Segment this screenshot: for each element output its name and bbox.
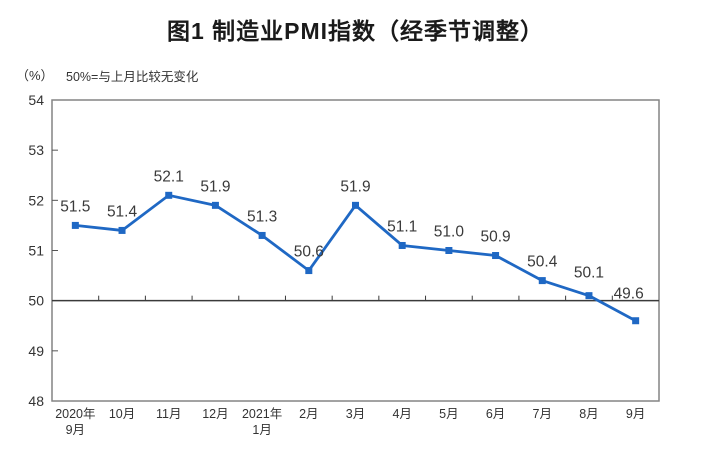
x-axis-label: 9月	[626, 407, 645, 421]
x-axis-label: 2月	[299, 407, 318, 421]
data-point-marker	[398, 241, 406, 249]
data-point-marker	[445, 247, 453, 254]
x-axis-label: 1月	[252, 423, 271, 437]
data-value-label: 51.1	[387, 218, 417, 235]
data-value-label: 51.9	[200, 178, 230, 195]
x-axis-label: 8月	[579, 407, 598, 421]
data-value-label: 52.1	[154, 168, 184, 185]
data-point-marker	[118, 226, 126, 234]
data-point-marker	[538, 277, 546, 285]
x-axis-label: 5月	[439, 407, 458, 421]
x-axis-label: 9月	[66, 423, 85, 437]
data-value-label: 51.0	[434, 224, 465, 241]
x-axis-label: 10月	[109, 407, 135, 421]
data-value-label: 50.4	[527, 254, 558, 271]
data-value-label: 51.3	[247, 208, 277, 225]
data-value-label: 50.9	[480, 229, 510, 246]
data-point-marker	[492, 252, 500, 260]
y-axis-label: 53	[28, 142, 44, 158]
reference-line-note: 50%=与上月比较无变化	[66, 70, 199, 84]
data-value-label: 49.6	[614, 286, 644, 303]
data-value-label: 50.6	[294, 244, 324, 261]
plot-border	[51, 99, 660, 402]
data-value-label: 51.9	[340, 178, 370, 195]
y-axis-label: 51	[28, 243, 44, 259]
y-axis-unit-label: （%）	[16, 68, 54, 83]
chart-title: 图1 制造业PMI指数（经季节调整）	[166, 18, 545, 44]
x-axis-label: 7月	[533, 407, 552, 421]
y-axis-label: 52	[28, 192, 44, 208]
data-point-marker	[258, 231, 266, 239]
data-value-label: 50.1	[574, 265, 604, 282]
data-point-marker	[305, 267, 313, 275]
y-axis-label: 50	[28, 293, 44, 309]
x-axis-label: 3月	[346, 407, 365, 421]
data-value-label: 51.5	[60, 198, 90, 215]
data-value-label: 51.4	[107, 203, 138, 220]
x-axis-label: 6月	[486, 407, 505, 421]
data-point-marker	[71, 221, 79, 229]
x-axis-label: 12月	[202, 407, 228, 421]
x-axis-label: 2020年	[55, 407, 95, 421]
data-point-marker	[211, 201, 219, 209]
data-point-marker	[585, 292, 593, 300]
data-point-marker	[352, 201, 359, 209]
y-axis-label: 48	[28, 393, 44, 409]
x-axis-label: 11月	[156, 407, 181, 421]
y-axis-label: 54	[28, 92, 44, 108]
data-point-marker	[632, 317, 640, 325]
y-axis-label: 49	[28, 343, 44, 359]
data-point-marker	[165, 191, 173, 199]
x-axis-label: 4月	[392, 407, 411, 421]
x-axis-label: 2021年	[242, 407, 282, 421]
